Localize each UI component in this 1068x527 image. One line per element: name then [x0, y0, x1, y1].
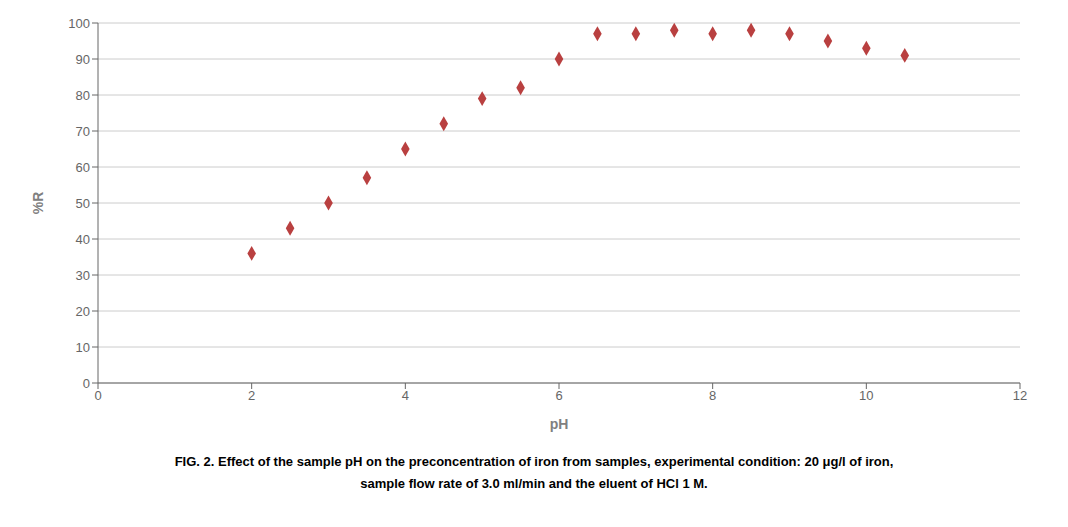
html-text:FIG. 2. Effect of the sample p: FIG. 2. Effect of the sample pH on the p…	[174, 454, 894, 469]
svg-text:10: 10	[859, 388, 873, 403]
svg-text:60: 60	[76, 160, 90, 175]
svg-text:4: 4	[402, 388, 409, 403]
svg-text:12: 12	[1013, 388, 1027, 403]
svg-text:100: 100	[68, 16, 90, 31]
html-text:sample flow rate of 3.0 ml/min: sample flow rate of 3.0 ml/min and the e…	[360, 476, 708, 491]
svg-text:0: 0	[83, 376, 90, 391]
svg-text:70: 70	[76, 124, 90, 139]
svg-text:50: 50	[76, 196, 90, 211]
svg-text:6: 6	[555, 388, 562, 403]
svg-text:%R: %R	[30, 192, 46, 215]
svg-text:2: 2	[248, 388, 255, 403]
svg-text:0: 0	[94, 388, 101, 403]
svg-text:80: 80	[76, 88, 90, 103]
svg-text:20: 20	[76, 304, 90, 319]
svg-text:40: 40	[76, 232, 90, 247]
svg-text:8: 8	[709, 388, 716, 403]
svg-text:pH: pH	[550, 416, 569, 432]
svg-text:90: 90	[76, 52, 90, 67]
svg-text:10: 10	[76, 340, 90, 355]
svg-text:30: 30	[76, 268, 90, 283]
